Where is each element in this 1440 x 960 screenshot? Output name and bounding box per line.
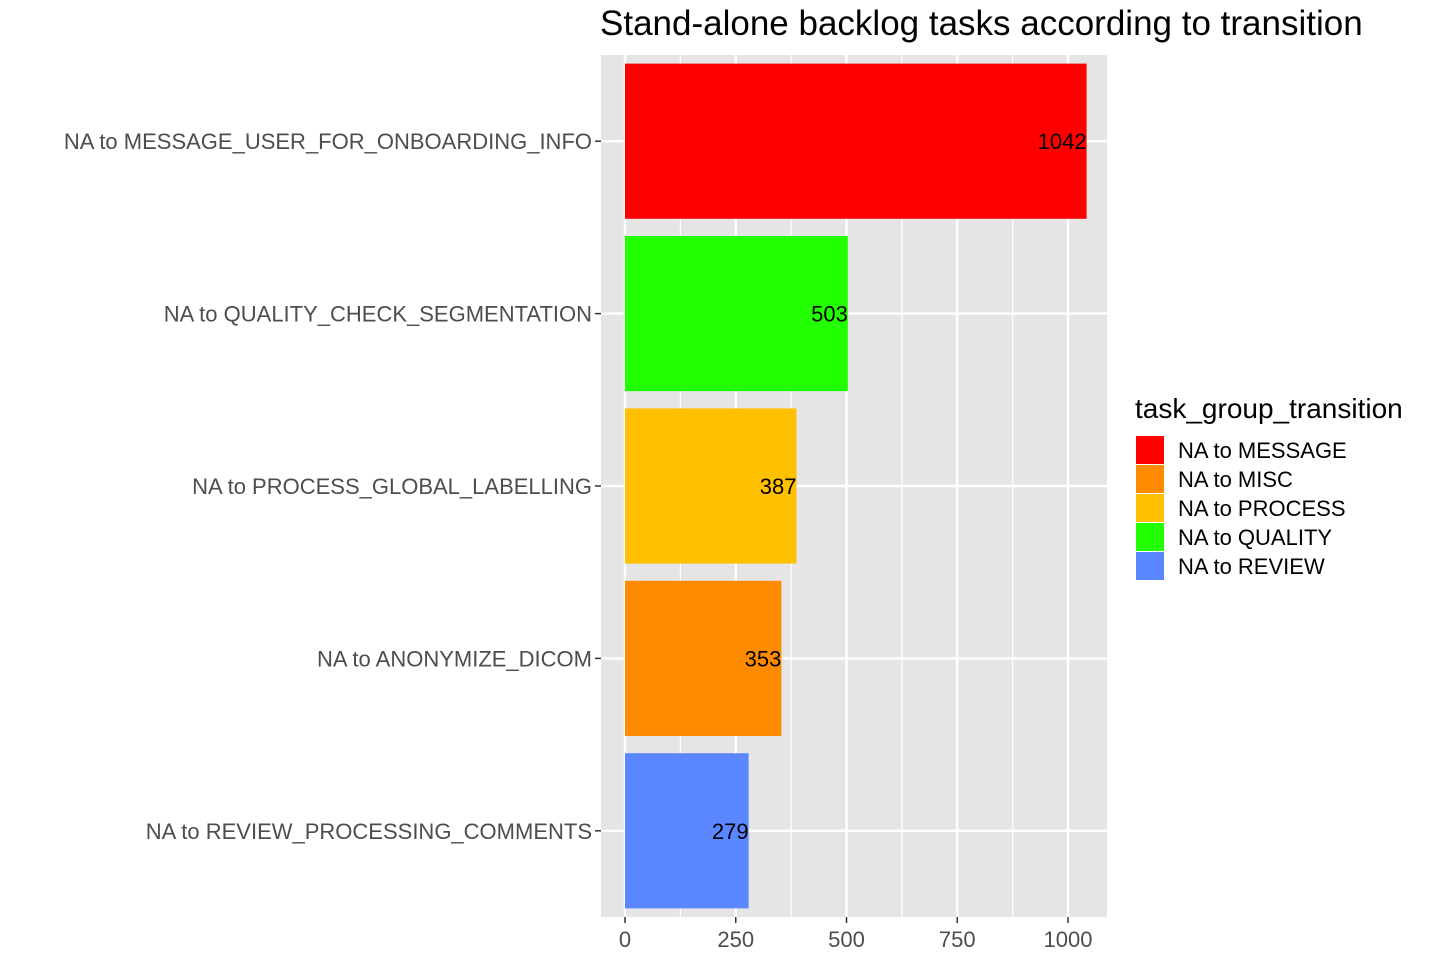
- bar: [625, 63, 1087, 219]
- x-tick-label: 250: [717, 927, 754, 952]
- y-tick-label: NA to PROCESS_GLOBAL_LABELLING: [192, 474, 592, 499]
- legend: task_group_transition NA to MESSAGE NA to…: [1135, 393, 1403, 580]
- legend-swatch: [1136, 494, 1164, 522]
- data-label: 279: [712, 819, 749, 844]
- bar: [625, 236, 848, 392]
- legend-title: task_group_transition: [1135, 393, 1403, 424]
- y-tick-label: NA to ANONYMIZE_DICOM: [317, 646, 592, 671]
- legend-swatch: [1136, 552, 1164, 580]
- legend-swatch: [1136, 436, 1164, 464]
- legend-label: NA to MESSAGE: [1178, 438, 1347, 463]
- data-label: 503: [811, 302, 848, 327]
- legend-label: NA to REVIEW: [1178, 554, 1325, 579]
- x-axis: 0 250 500 750 1000: [619, 917, 1093, 952]
- y-tick-label: NA to MESSAGE_USER_FOR_ONBOARDING_INFO: [64, 129, 592, 154]
- legend-swatch: [1136, 465, 1164, 493]
- data-label: 353: [745, 646, 782, 671]
- y-tick-label: NA to QUALITY_CHECK_SEGMENTATION: [164, 302, 592, 327]
- bar: [625, 580, 782, 736]
- x-tick-label: 1000: [1044, 927, 1093, 952]
- data-labels: 1042 503 387 353 279: [712, 129, 1087, 844]
- chart-title: Stand-alone backlog tasks according to t…: [600, 4, 1363, 43]
- bar: [625, 408, 797, 564]
- data-label: 1042: [1038, 129, 1087, 154]
- y-tick-label: NA to REVIEW_PROCESSING_COMMENTS: [146, 819, 592, 844]
- y-axis: NA to MESSAGE_USER_FOR_ONBOARDING_INFO NA…: [64, 129, 601, 844]
- data-label: 387: [760, 474, 797, 499]
- legend-label: NA to PROCESS: [1178, 496, 1346, 521]
- x-tick-label: 0: [619, 927, 631, 952]
- legend-label: NA to MISC: [1178, 467, 1293, 492]
- legend-swatch: [1136, 523, 1164, 551]
- bar: [625, 753, 749, 909]
- x-tick-label: 750: [939, 927, 976, 952]
- x-tick-label: 500: [828, 927, 865, 952]
- legend-label: NA to QUALITY: [1178, 525, 1332, 550]
- bars: [625, 63, 1087, 909]
